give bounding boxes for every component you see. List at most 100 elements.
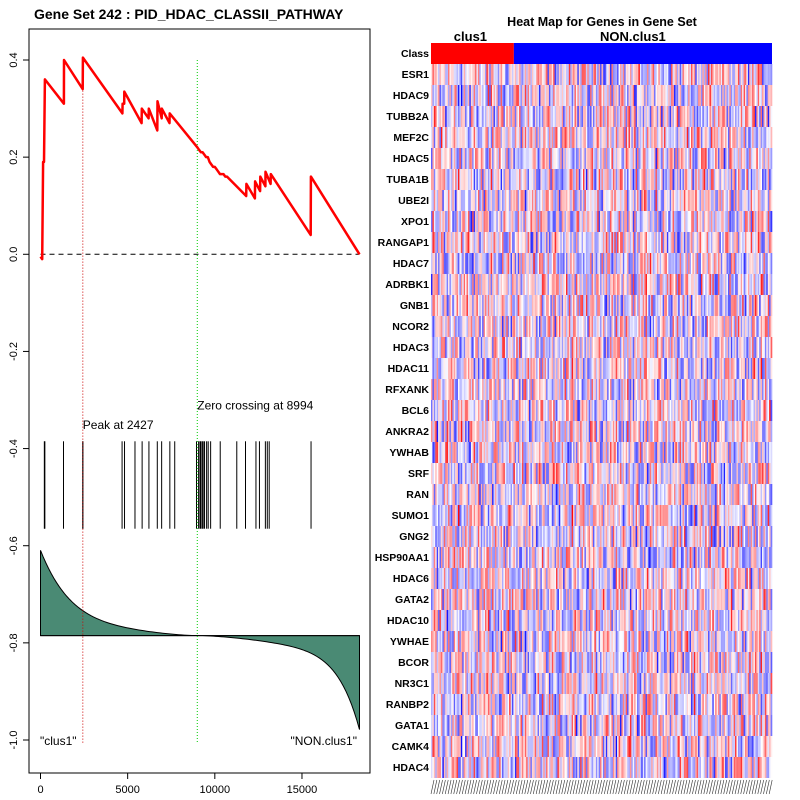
- heatmap-cell: [449, 169, 452, 190]
- heatmap-cell: [453, 337, 456, 358]
- heatmap-cell: [557, 211, 560, 232]
- heatmap-cell: [531, 127, 534, 148]
- heatmap-cell: [556, 169, 558, 190]
- heatmap-cell: [484, 169, 487, 190]
- heatmap-cell: [706, 169, 709, 190]
- heatmap-cell: [629, 232, 632, 253]
- heatmap-cell: [465, 127, 467, 148]
- heatmap-cell: [729, 64, 732, 85]
- heatmap-cell: [449, 316, 452, 337]
- heatmap-cell: [641, 274, 643, 295]
- heatmap-cell: [617, 463, 619, 484]
- heatmap-cell: [523, 463, 526, 484]
- heatmap-cell: [726, 232, 729, 253]
- heatmap-cell: [514, 316, 517, 337]
- heatmap-cell: [736, 211, 739, 232]
- heatmap-cell: [767, 190, 770, 211]
- heatmap-cell: [504, 85, 507, 106]
- heatmap-cell: [463, 148, 466, 169]
- heatmap-cell: [742, 295, 744, 316]
- heatmap-cell: [541, 274, 544, 295]
- heatmap-cell: [506, 232, 509, 253]
- heatmap-cell: [649, 463, 652, 484]
- heatmap-cell: [760, 295, 763, 316]
- heatmap-cell: [618, 211, 621, 232]
- heatmap-cell: [727, 295, 730, 316]
- heatmap-cell: [580, 274, 582, 295]
- heatmap-cell: [541, 85, 544, 106]
- heatmap-cell: [558, 211, 561, 232]
- heatmap-cell: [669, 64, 672, 85]
- class-bar-segment: [513, 43, 772, 64]
- heatmap-cell: [705, 421, 707, 442]
- heatmap-cell: [475, 295, 477, 316]
- heatmap-cell: [723, 211, 726, 232]
- heatmap-row: [431, 232, 773, 253]
- heatmap-cell: [627, 295, 629, 316]
- heatmap-cell: [756, 316, 759, 337]
- heatmap-cell: [763, 295, 766, 316]
- heatmap-cell: [632, 64, 635, 85]
- heatmap-cell: [675, 274, 678, 295]
- heatmap-cell: [517, 484, 520, 505]
- heatmap-cell: [452, 85, 455, 106]
- heatmap-cell: [764, 379, 767, 400]
- heatmap-cell: [486, 379, 489, 400]
- heatmap-cell: [715, 379, 717, 400]
- heatmap-cell: [493, 421, 496, 442]
- heatmap-cell: [764, 316, 767, 337]
- heatmap-cell: [757, 232, 760, 253]
- heatmap-cell: [656, 190, 659, 211]
- heatmap-cell: [537, 463, 540, 484]
- heatmap-cell: [563, 274, 565, 295]
- heatmap-cell: [683, 64, 686, 85]
- heatmap-cell: [438, 337, 440, 358]
- heatmap-cell: [585, 190, 588, 211]
- heatmap-cell: [487, 127, 490, 148]
- heatmap-cell: [590, 316, 592, 337]
- heatmap-cell: [486, 85, 489, 106]
- heatmap-cell: [746, 442, 749, 463]
- heatmap-cell: [443, 232, 446, 253]
- heatmap-cell: [759, 379, 761, 400]
- heatmap-cell: [483, 337, 486, 358]
- heatmap-cell: [587, 190, 590, 211]
- heatmap-cell: [577, 211, 580, 232]
- heatmap-cell: [649, 316, 652, 337]
- heatmap-cell: [487, 64, 490, 85]
- heatmap-cell: [492, 64, 494, 85]
- heatmap-cell: [554, 442, 557, 463]
- heatmap-cell: [531, 316, 534, 337]
- heatmap-cell: [625, 400, 628, 421]
- heatmap-cell: [551, 211, 554, 232]
- heatmap-cell: [688, 295, 690, 316]
- heatmap-cell: [452, 358, 455, 379]
- heatmap-cell: [635, 400, 638, 421]
- heatmap-cell: [617, 400, 619, 421]
- heatmap-cell: [592, 337, 595, 358]
- heatmap-cell: [651, 169, 653, 190]
- heatmap-cell: [739, 400, 742, 421]
- heatmap-cell: [618, 421, 621, 442]
- heatmap-cell: [645, 127, 648, 148]
- heatmap-cell: [672, 169, 675, 190]
- heatmap-cell: [547, 253, 550, 274]
- heatmap-cell: [463, 484, 466, 505]
- heatmap-cell: [519, 253, 521, 274]
- heatmap-cell: [550, 64, 553, 85]
- heatmap-cell: [516, 295, 518, 316]
- heatmap-cell: [536, 127, 538, 148]
- heatmap-cell: [747, 442, 750, 463]
- heatmap-cell: [524, 358, 527, 379]
- heatmap-cell: [574, 337, 577, 358]
- y-tick-label: 0.2: [8, 149, 20, 164]
- heatmap-cell: [665, 274, 668, 295]
- heatmap-cell: [553, 127, 555, 148]
- heatmap-cell: [693, 106, 696, 127]
- heatmap-cell: [732, 211, 734, 232]
- heatmap-cell: [560, 316, 563, 337]
- heatmap-cell: [581, 316, 584, 337]
- heatmap-cell: [561, 169, 564, 190]
- heatmap-cell: [767, 337, 770, 358]
- heatmap-cell: [507, 274, 510, 295]
